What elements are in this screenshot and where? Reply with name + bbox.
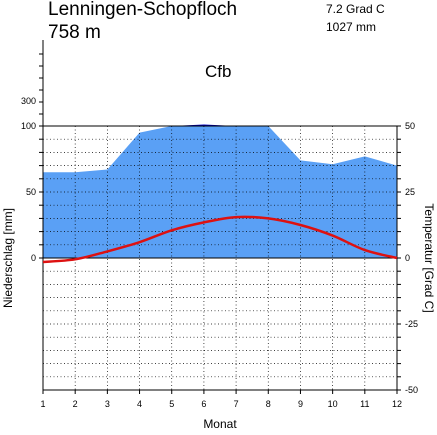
- month-tick-label: 11: [360, 399, 369, 409]
- temp-tick-label: 50: [405, 121, 415, 131]
- month-tick-label: 2: [73, 399, 78, 409]
- station-elevation: 758 m: [48, 22, 101, 43]
- mean-temperature: 7.2 Grad C: [326, 2, 385, 16]
- annual-precipitation: 1027 mm: [326, 20, 376, 34]
- month-tick-label: 1: [40, 399, 45, 409]
- precip-tick-label: 0: [31, 253, 36, 263]
- month-tick-label: 9: [298, 399, 303, 409]
- month-tick-label: 5: [169, 399, 174, 409]
- temp-tick-label: 25: [405, 187, 415, 197]
- station-name: Lenningen-Schopfloch: [48, 0, 237, 20]
- month-tick-label: 6: [201, 399, 206, 409]
- precipitation-layer: [43, 125, 397, 259]
- month-tick-label: 4: [137, 399, 142, 409]
- precip-tick-label: 100: [21, 121, 36, 131]
- climate-classification: Cfb: [205, 62, 231, 81]
- x-axis-title: Monat: [203, 417, 237, 430]
- left-axis-title: Niederschlag [mm]: [1, 208, 15, 308]
- month-tick-label: 12: [392, 399, 402, 409]
- month-tick-label: 7: [234, 399, 239, 409]
- temp-tick-label: -25: [405, 319, 418, 329]
- month-tick-label: 8: [266, 399, 271, 409]
- right-axis-title: Temperatur [Grad C]: [422, 203, 436, 312]
- precip-tick-label-upper: 300: [21, 96, 36, 106]
- temp-tick-label: 0: [405, 253, 410, 263]
- month-tick-label: 3: [105, 399, 110, 409]
- month-tick-label: 10: [328, 399, 338, 409]
- temp-tick-label: -50: [405, 385, 418, 395]
- precip-tick-label: 50: [26, 187, 36, 197]
